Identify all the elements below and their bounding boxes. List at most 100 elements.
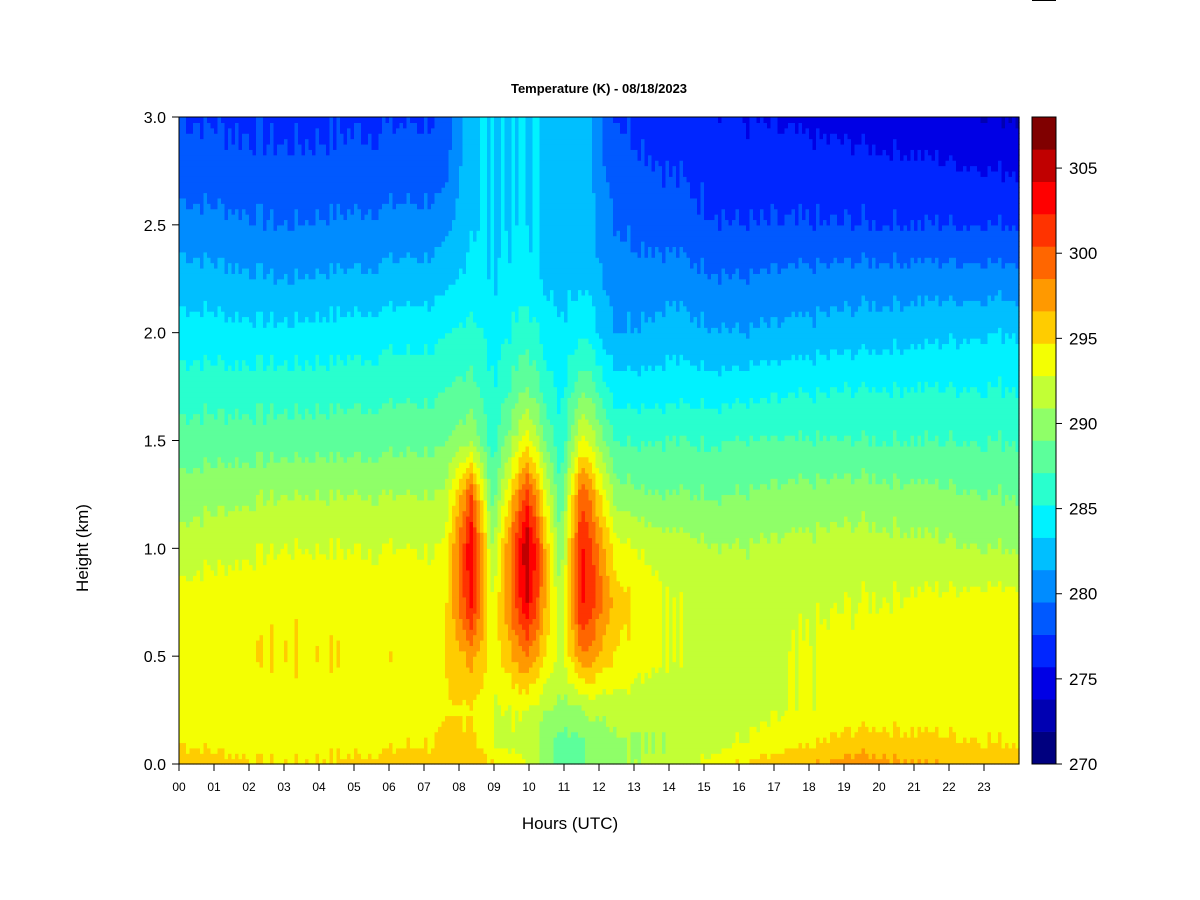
heatmap-cell — [249, 737, 253, 743]
heatmap-cell — [267, 225, 271, 231]
heatmap-cell — [183, 209, 187, 215]
heatmap-cell — [204, 187, 208, 193]
heatmap-cell — [207, 128, 211, 134]
heatmap-cell — [190, 300, 194, 306]
heatmap-cell — [200, 705, 204, 711]
heatmap-cell — [204, 608, 208, 614]
heatmap-cell — [274, 565, 278, 571]
heatmap-cell — [204, 457, 208, 463]
heatmap-cell — [197, 155, 201, 161]
heatmap-cell — [277, 748, 281, 754]
heatmap-cell — [242, 484, 246, 490]
heatmap-cell — [221, 446, 225, 452]
heatmap-cell — [309, 365, 313, 371]
heatmap-cell — [253, 742, 257, 748]
heatmap-cell — [225, 505, 229, 511]
heatmap-cell — [295, 462, 299, 468]
heatmap-cell — [305, 694, 309, 700]
heatmap-cell — [295, 500, 299, 506]
heatmap-cell — [291, 467, 295, 473]
heatmap-cell — [221, 295, 225, 301]
heatmap-cell — [200, 430, 204, 436]
heatmap-cell — [186, 435, 190, 441]
heatmap-cell — [291, 354, 295, 360]
heatmap-cell — [190, 656, 194, 662]
heatmap-cell — [232, 403, 236, 409]
heatmap-cell — [249, 241, 253, 247]
heatmap-cell — [319, 203, 323, 209]
heatmap-cell — [270, 263, 274, 269]
heatmap-cell — [179, 333, 183, 339]
heatmap-cell — [204, 613, 208, 619]
heatmap-cell — [295, 403, 299, 409]
heatmap-cell — [323, 548, 327, 554]
heatmap-cell — [253, 705, 257, 711]
heatmap-cell — [281, 236, 285, 242]
heatmap-cell — [221, 554, 225, 560]
heatmap-cell — [183, 214, 187, 220]
heatmap-cell — [267, 467, 271, 473]
heatmap-cell — [249, 543, 253, 549]
heatmap-cell — [281, 424, 285, 430]
heatmap-cell — [214, 516, 218, 522]
heatmap-cell — [235, 753, 239, 759]
heatmap-cell — [186, 268, 190, 274]
heatmap-cell — [228, 290, 232, 296]
heatmap-cell — [197, 144, 201, 150]
heatmap-cell — [302, 446, 306, 452]
heatmap-cell — [200, 155, 204, 161]
heatmap-cell — [239, 753, 243, 759]
heatmap-cell — [232, 424, 236, 430]
heatmap-cell — [232, 311, 236, 317]
heatmap-cell — [228, 689, 232, 695]
heatmap-cell — [277, 478, 281, 484]
heatmap-cell — [288, 715, 292, 721]
heatmap-cell — [274, 203, 278, 209]
heatmap-cell — [288, 699, 292, 705]
heatmap-cell — [211, 726, 215, 732]
heatmap-cell — [267, 198, 271, 204]
heatmap-cell — [214, 618, 218, 624]
heatmap-cell — [204, 538, 208, 544]
heatmap-cell — [284, 187, 288, 193]
heatmap-cell — [249, 117, 253, 123]
heatmap-cell — [183, 246, 187, 252]
heatmap-cell — [312, 419, 316, 425]
heatmap-cell — [319, 721, 323, 727]
heatmap-cell — [204, 392, 208, 398]
heatmap-cell — [319, 689, 323, 695]
heatmap-cell — [207, 387, 211, 393]
heatmap-cell — [253, 424, 257, 430]
heatmap-cell — [235, 414, 239, 420]
heatmap-cell — [242, 176, 246, 182]
heatmap-cell — [305, 225, 309, 231]
heatmap-cell — [316, 387, 320, 393]
heatmap-cell — [274, 311, 278, 317]
heatmap-cell — [305, 484, 309, 490]
heatmap-cell — [214, 155, 218, 161]
heatmap-cell — [277, 656, 281, 662]
heatmap-cell — [218, 586, 222, 592]
heatmap-cell — [249, 602, 253, 608]
heatmap-cell — [228, 316, 232, 322]
heatmap-cell — [221, 511, 225, 517]
heatmap-cell — [270, 656, 274, 662]
heatmap-cell — [256, 236, 260, 242]
heatmap-cell — [197, 451, 201, 457]
heatmap-cell — [193, 462, 197, 468]
heatmap-cell — [246, 451, 250, 457]
heatmap-cell — [253, 543, 257, 549]
heatmap-cell — [305, 241, 309, 247]
heatmap-cell — [249, 128, 253, 134]
heatmap-cell — [253, 500, 257, 506]
heatmap-cell — [284, 602, 288, 608]
heatmap-cell — [183, 273, 187, 279]
heatmap-cell — [281, 166, 285, 172]
heatmap-cell — [249, 640, 253, 646]
heatmap-cell — [179, 295, 183, 301]
heatmap-cell — [284, 338, 288, 344]
heatmap-cell — [218, 122, 222, 128]
heatmap-cell — [221, 726, 225, 732]
heatmap-cell — [281, 430, 285, 436]
heatmap-cell — [291, 451, 295, 457]
